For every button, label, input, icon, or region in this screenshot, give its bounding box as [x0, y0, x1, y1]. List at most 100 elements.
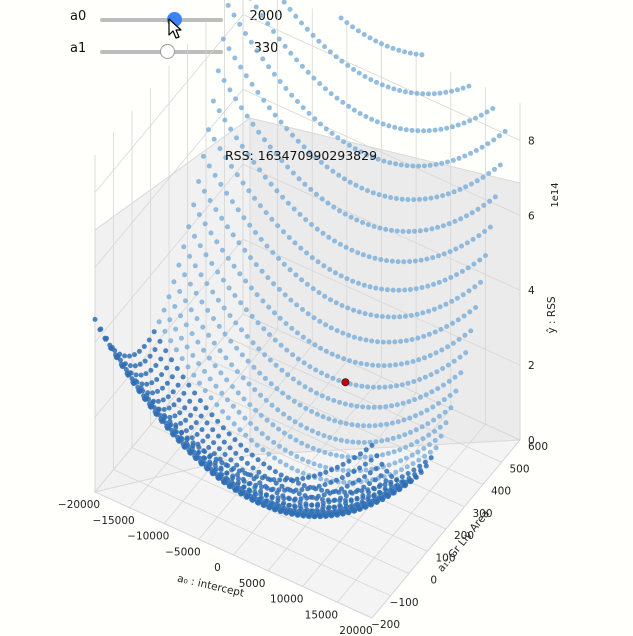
- surface-point: [319, 370, 324, 376]
- surface-point: [324, 373, 330, 379]
- surface-point: [298, 245, 304, 251]
- surface-point: [437, 424, 443, 430]
- surface-point: [157, 338, 163, 344]
- surface-point: [367, 481, 372, 487]
- surface-point: [410, 359, 416, 364]
- surface-point: [264, 485, 270, 491]
- surface-point: [282, 447, 288, 453]
- surface-point: [464, 213, 469, 219]
- surface-point: [445, 362, 451, 368]
- surface-point: [245, 491, 251, 497]
- surface-point: [478, 279, 483, 285]
- y-grid-line: [205, 358, 484, 485]
- z-grid-line: [94, 238, 244, 418]
- surface-point: [305, 311, 311, 317]
- surface-point: [230, 473, 236, 479]
- surface-point: [449, 298, 455, 304]
- surface-point: [444, 324, 450, 329]
- surface-point: [218, 370, 224, 376]
- surface-point: [192, 233, 197, 239]
- surface-point: [239, 143, 245, 149]
- surface-point: [250, 465, 256, 471]
- surface-point: [317, 318, 323, 324]
- surface-point: [323, 322, 329, 328]
- surface-point: [472, 284, 478, 290]
- surface-point: [372, 423, 378, 429]
- surface-point: [365, 222, 371, 228]
- surface-point: [462, 332, 468, 338]
- surface-point: [364, 152, 370, 158]
- surface-point: [384, 43, 390, 49]
- surface-point: [400, 400, 406, 406]
- y-grid-line: [94, 491, 373, 619]
- surface-point: [407, 259, 413, 264]
- surface-point: [407, 415, 413, 421]
- surface-point: [276, 286, 282, 292]
- surface-point: [377, 225, 383, 231]
- surface-point: [258, 236, 264, 242]
- surface-point: [372, 477, 378, 483]
- surface-point: [448, 405, 454, 411]
- surface-point: [376, 489, 382, 495]
- surface-point: [139, 381, 145, 387]
- surface-point: [252, 489, 258, 495]
- surface-point: [315, 430, 321, 436]
- surface-point: [394, 402, 400, 408]
- surface-point: [229, 199, 235, 205]
- surface-point: [278, 472, 284, 478]
- surface-point: [370, 384, 376, 390]
- surface-point: [404, 360, 410, 366]
- surface-point: [392, 124, 398, 130]
- surface-point: [356, 477, 362, 483]
- surface-point: [312, 342, 318, 348]
- surface-point: [270, 486, 276, 492]
- surface-point: [201, 188, 207, 194]
- surface-point: [192, 263, 198, 269]
- surface-point: [315, 501, 321, 507]
- surface-point: [437, 90, 443, 96]
- surface-point: [289, 92, 295, 98]
- surface-point: [263, 493, 269, 498]
- surface-point: [389, 420, 395, 426]
- surface-point: [422, 355, 427, 361]
- surface-point: [333, 300, 339, 306]
- surface-point: [260, 298, 266, 304]
- surface-point: [345, 454, 351, 460]
- slider-a1-track[interactable]: [100, 44, 223, 59]
- surface-point: [390, 435, 396, 441]
- surface-point: [379, 41, 384, 47]
- surface-point: [328, 91, 334, 97]
- surface-point: [330, 375, 336, 381]
- surface-point: [278, 342, 284, 348]
- surface-point: [252, 195, 258, 201]
- surface-point: [365, 188, 370, 194]
- surface-point: [317, 81, 323, 87]
- surface-point: [309, 222, 314, 227]
- surface-point: [412, 228, 417, 234]
- surface-point: [303, 405, 309, 411]
- surface-point: [355, 28, 361, 34]
- surface-point: [321, 263, 327, 269]
- z-grid-line: [94, 313, 244, 493]
- surface-point: [178, 313, 183, 319]
- surface-point: [215, 269, 221, 275]
- surface-point: [410, 461, 416, 467]
- surface-point: [490, 106, 496, 111]
- surface-point: [367, 284, 373, 290]
- surface-point: [338, 273, 344, 279]
- surface-point: [226, 285, 232, 291]
- surface-point: [404, 163, 410, 169]
- surface-point: [428, 455, 434, 461]
- surface-point: [163, 348, 169, 354]
- surface-point: [98, 326, 104, 332]
- surface-point: [429, 226, 435, 232]
- surface-point: [469, 210, 475, 216]
- surface-point: [409, 337, 415, 342]
- surface-point: [183, 298, 188, 304]
- surface-point: [169, 374, 175, 380]
- surface-point: [436, 279, 442, 285]
- surface-point: [222, 117, 228, 123]
- surface-point: [220, 36, 226, 42]
- slider-a1-handle[interactable]: [159, 44, 175, 59]
- surface-point: [267, 357, 273, 363]
